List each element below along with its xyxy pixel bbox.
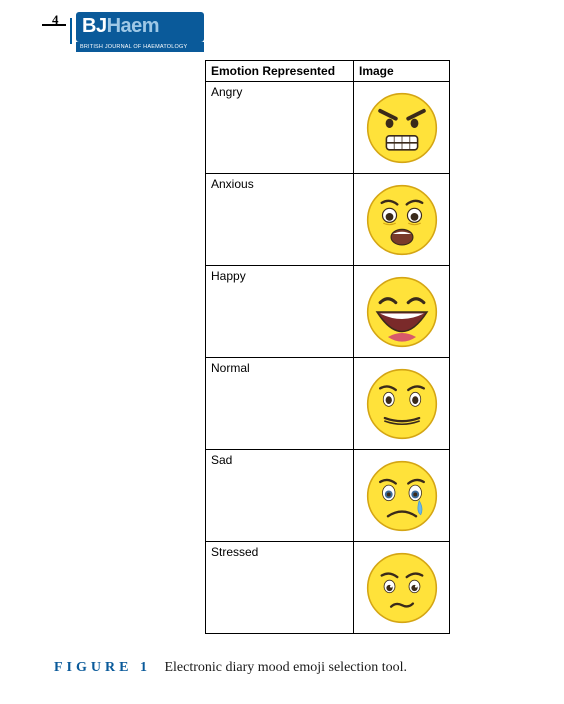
column-header-image: Image <box>354 61 450 82</box>
table-row: Happy <box>206 266 450 358</box>
figure-caption-text: Electronic diary mood emoji selection to… <box>164 660 407 675</box>
emotion-label: Normal <box>206 358 354 450</box>
table-row: Anxious <box>206 174 450 266</box>
journal-logo: BJHaem <box>76 12 204 42</box>
normal-emoji-icon <box>363 365 441 443</box>
figure-caption: FIGURE 1 Electronic diary mood emoji sel… <box>54 660 407 676</box>
emotion-label: Sad <box>206 450 354 542</box>
angry-emoji-icon <box>363 89 441 167</box>
journal-subtitle: BRITISH JOURNAL OF HAEMATOLOGY <box>76 42 204 52</box>
emotion-image-cell <box>354 82 450 174</box>
logo-secondary: Haem <box>107 15 159 37</box>
emotion-image-cell <box>354 266 450 358</box>
table-row: Stressed <box>206 542 450 634</box>
stressed-emoji-icon <box>363 549 441 627</box>
emotion-table-body: AngryAnxiousHappyNormalSadStressed <box>206 82 450 634</box>
emotion-image-cell <box>354 450 450 542</box>
header-rule <box>42 24 66 26</box>
logo-primary: BJ <box>82 15 107 37</box>
header-divider-vertical <box>70 18 72 44</box>
anxious-emoji-icon <box>363 181 441 259</box>
happy-emoji-icon <box>363 273 441 351</box>
emotion-label: Anxious <box>206 174 354 266</box>
column-header-emotion: Emotion Represented <box>206 61 354 82</box>
table-row: Sad <box>206 450 450 542</box>
emotion-image-cell <box>354 542 450 634</box>
emotion-table: Emotion Represented Image AngryAnxiousHa… <box>205 60 450 634</box>
table-row: Angry <box>206 82 450 174</box>
emotion-label: Happy <box>206 266 354 358</box>
sad-emoji-icon <box>363 457 441 535</box>
emotion-label: Angry <box>206 82 354 174</box>
emotion-image-cell <box>354 174 450 266</box>
table-row: Normal <box>206 358 450 450</box>
emotion-label: Stressed <box>206 542 354 634</box>
emotion-image-cell <box>354 358 450 450</box>
figure-label: FIGURE 1 <box>54 660 151 675</box>
